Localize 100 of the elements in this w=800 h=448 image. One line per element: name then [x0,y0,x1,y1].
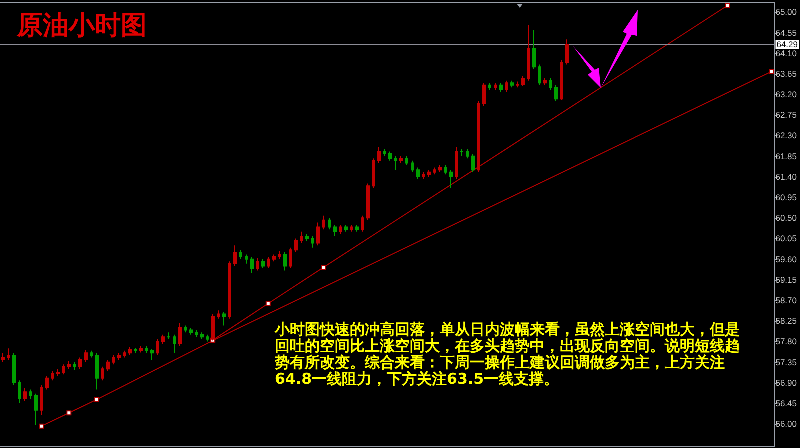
candlestick [45,376,49,390]
candlestick [521,76,525,87]
candlestick [433,167,436,176]
candlestick [449,170,453,189]
annotation: 小时图快速的冲高回落，单从日内波幅来看，虽然上涨空间也大，但是回吐的空间比上涨空间大，在多头趋势中，出现反向空间。说明短线趋势有所改变。综合来看：下周一操作上建议回调做多为主，上方关注64.8一线阻力，下方关注63.5一线支撑。 [274,320,740,388]
y-tick-label: 63.65 [776,68,798,79]
point [39,424,44,429]
candlestick [405,156,408,166]
candlestick [222,311,226,326]
candlestick [399,156,403,164]
candlestick [245,254,248,264]
y-tick-label: 64.10 [776,48,798,58]
candlestick [372,158,375,189]
candlestick [438,164,442,173]
point [266,301,271,306]
candlestick [460,148,464,157]
candlestick [355,224,359,232]
candlestick [1,352,5,363]
candlestick [178,322,182,347]
candlestick [139,346,143,354]
y-tick-label: 58.25 [776,316,798,326]
candlestick [134,348,137,354]
candlestick [62,364,65,376]
y-tick-label: 56.45 [776,398,798,409]
candlestick [499,82,503,93]
y-tick-label: 60.95 [776,192,798,203]
candlestick [128,346,132,356]
candlestick [23,388,27,402]
candlestick [7,348,10,361]
candlestick [90,350,93,358]
candlestick [527,24,530,82]
candlestick [444,164,447,176]
candlestick [217,310,220,320]
candlestick [101,366,104,382]
candlestick [482,82,486,106]
candlestick [516,81,519,88]
y-tick-label: 62.75 [776,110,798,120]
candlestick [250,256,254,274]
candlestick [505,80,508,93]
candlestick [78,357,82,370]
candlestick [239,250,242,260]
candlestick [339,224,342,235]
candlestick [322,215,325,230]
candlestick [261,258,265,269]
candlestick [156,338,159,356]
y-tick-label: 60.50 [776,213,798,224]
y-tick-label: 59.60 [776,254,798,264]
candlestick [167,332,171,340]
candlestick [95,352,99,390]
candlestick [112,354,115,366]
point [321,265,326,270]
candlestick [488,82,491,90]
candlestick [56,368,60,377]
candlestick [184,325,187,334]
chart-title: 原油小时图 [16,11,147,41]
candlestick [532,30,536,70]
candlestick [344,224,348,232]
candlestick [305,234,309,242]
candlestick [471,154,475,173]
candlestick [565,39,569,66]
candlestick [73,362,76,371]
candlestick [333,224,337,237]
candlestick [549,78,552,90]
candlestick [466,148,469,160]
candlestick [543,78,547,86]
candlestick [106,360,110,372]
candlestick [256,258,259,272]
candlestick [416,167,420,180]
candlestick [51,370,54,382]
y-tick-label: 62.30 [776,130,798,141]
candlestick [538,64,541,86]
candlestick [161,334,165,345]
candlestick [350,224,353,232]
candlestick [145,346,148,354]
candlestick [427,170,431,178]
point [66,410,72,416]
candlestick [455,146,458,180]
y-tick-label: 58.70 [776,296,798,306]
candlestick [316,222,320,246]
candlestick [366,183,370,221]
candlestick [117,352,121,361]
candlestick [267,256,270,269]
y-tick-label: 57.80 [776,336,798,347]
candlestick [377,146,381,164]
point [94,397,100,402]
y-tick-label: 56.00 [776,419,798,430]
candlestick [18,380,21,404]
candlestick [411,160,414,173]
candlestick [328,218,331,230]
candlestick [294,238,298,253]
y-tick-label: 57.35 [776,357,798,368]
candlestick [422,172,425,180]
candlestick [289,247,292,269]
candlestick [40,384,43,416]
ref-line-label: 64.29 [776,40,798,50]
candlestick [200,332,204,340]
y-tick-label: 56.90 [776,378,798,388]
candlestick [300,231,303,244]
candlestick [477,100,480,173]
candlestick [554,84,558,102]
